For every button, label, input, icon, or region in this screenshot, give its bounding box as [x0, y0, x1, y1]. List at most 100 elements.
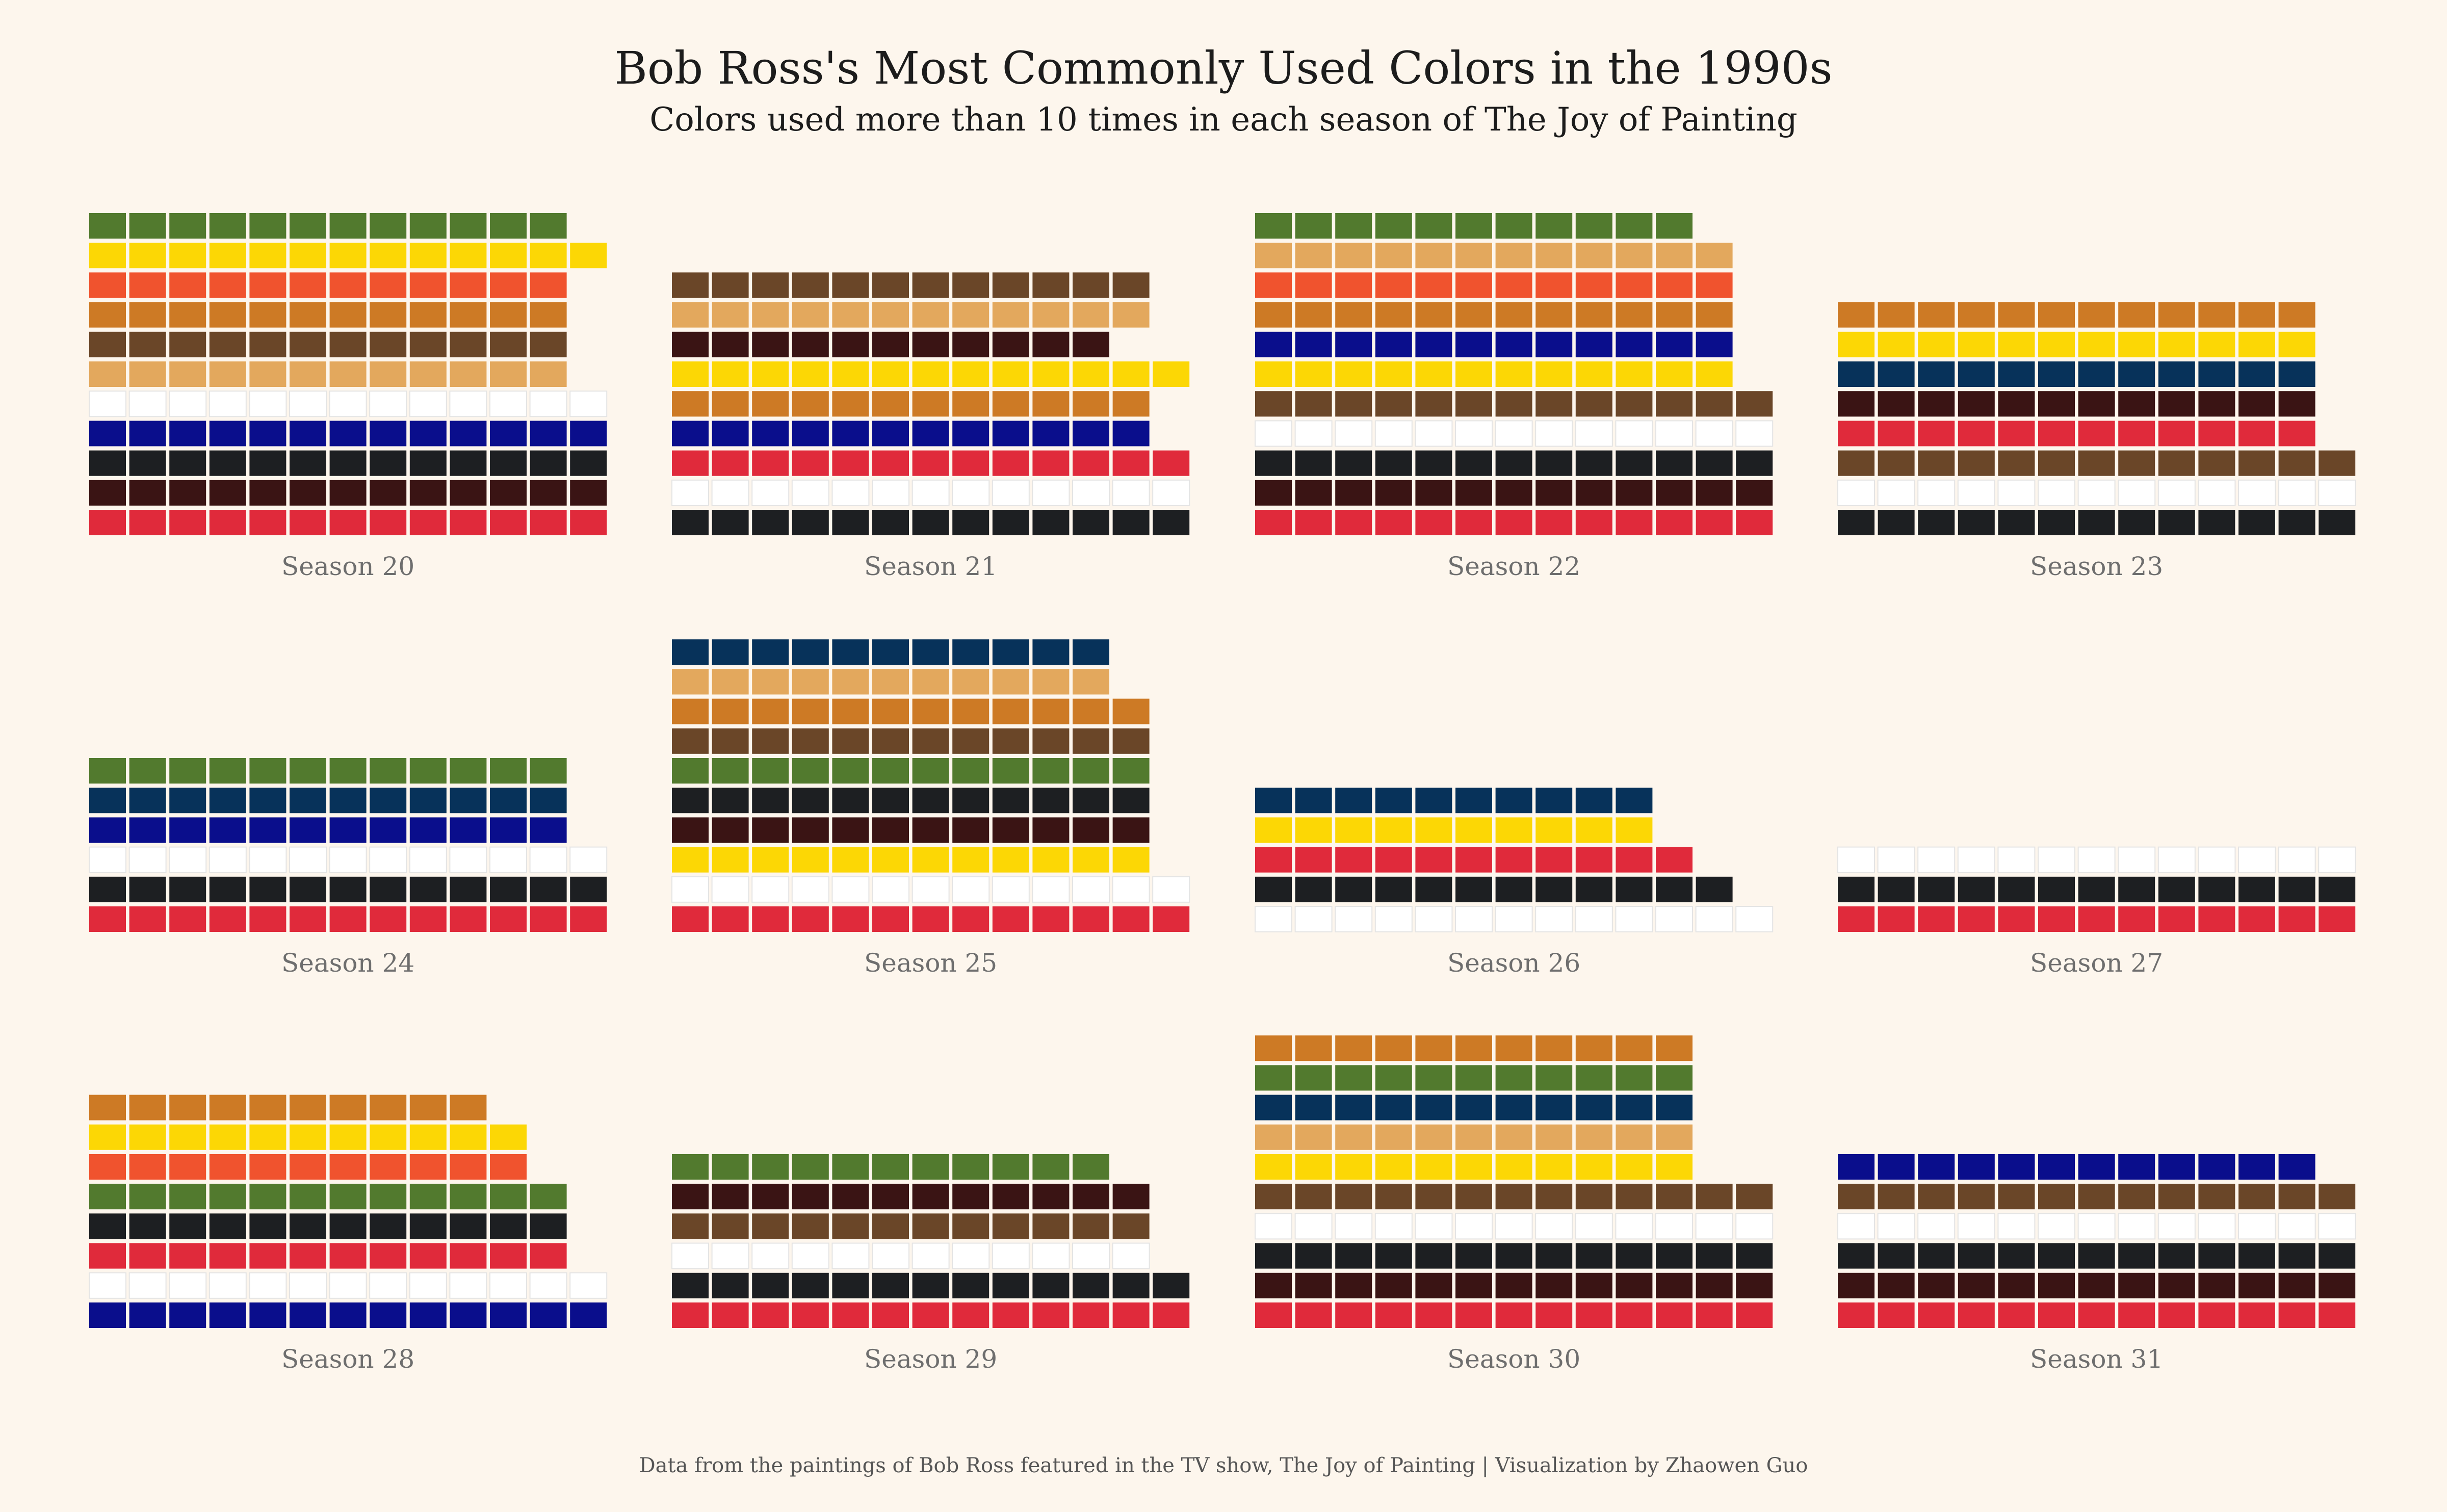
- season-panel: Season 28: [89, 1094, 608, 1374]
- waffle-tile: [1958, 302, 1995, 328]
- waffle-tile: [1153, 450, 1190, 476]
- waffle-tile: [1656, 1302, 1693, 1328]
- waffle-tile: [329, 1184, 367, 1210]
- waffle-tile: [169, 906, 206, 932]
- waffle-tile: [2038, 1272, 2075, 1298]
- waffle-tile: [249, 846, 287, 873]
- waffle-tile: [1918, 1302, 1955, 1328]
- waffle-tile: [1838, 1272, 1875, 1298]
- waffle-tile: [1295, 788, 1332, 814]
- waffle-tile: [2198, 391, 2235, 417]
- waffle-tile: [169, 1213, 206, 1239]
- waffle-tile: [2158, 510, 2195, 535]
- season-label: Season 28: [281, 1344, 414, 1374]
- waffle-tile: [792, 450, 829, 476]
- waffle-tile: [1575, 876, 1612, 902]
- waffle-tile: [1575, 788, 1612, 814]
- waffle-tile: [89, 1184, 126, 1210]
- waffle-tile: [450, 1302, 487, 1328]
- waffle-tile: [209, 1124, 246, 1150]
- waffle-tile: [711, 876, 749, 903]
- waffle-tile: [1032, 906, 1070, 932]
- season-label: Season 29: [864, 1344, 997, 1374]
- waffle-tile: [1495, 1124, 1532, 1150]
- waffle-tile: [1656, 480, 1693, 506]
- waffle-tile: [872, 421, 909, 447]
- waffle-tile: [1998, 1184, 2035, 1210]
- waffle-tile: [1255, 788, 1292, 814]
- waffle-tile: [1415, 788, 1452, 814]
- waffle-tile: [2038, 876, 2075, 902]
- waffle-tile: [712, 639, 749, 665]
- waffle-tile: [1495, 450, 1532, 476]
- waffle-tile: [1255, 906, 1292, 932]
- waffle-tile: [249, 1124, 287, 1150]
- waffle-tile: [1616, 1065, 1653, 1091]
- waffle-tile: [1656, 1035, 1693, 1061]
- waffle-tile: [712, 1302, 749, 1328]
- waffle-tile: [169, 213, 206, 239]
- waffle-tile: [1255, 1094, 1292, 1120]
- waffle-tile: [712, 1154, 749, 1180]
- waffle-tile: [1335, 1213, 1373, 1240]
- waffle-tile: [490, 272, 527, 298]
- waffle-tile: [2319, 1272, 2356, 1298]
- waffle-tile: [1335, 213, 1372, 239]
- waffle-tile: [792, 639, 829, 665]
- waffle-tile: [1877, 846, 1915, 873]
- waffle-tile: [2198, 302, 2235, 328]
- waffle-tile: [1535, 450, 1573, 476]
- waffle-tile: [1695, 420, 1733, 447]
- waffle-tile: [209, 390, 247, 418]
- waffle-tile: [872, 272, 909, 298]
- waffle-tile: [2238, 1154, 2275, 1180]
- waffle-tile: [1735, 420, 1774, 447]
- waffle-tile: [1073, 669, 1109, 695]
- waffle-tile: [370, 1184, 407, 1210]
- waffle-tile: [2158, 876, 2195, 902]
- waffle-tile: [1295, 1035, 1332, 1061]
- waffle-tile: [1295, 1154, 1332, 1180]
- waffle-tile: [249, 817, 287, 843]
- waffle-tile: [712, 758, 749, 784]
- waffle-tile: [490, 758, 527, 784]
- waffle-tile: [329, 450, 367, 476]
- waffle-tile: [1917, 1213, 1956, 1240]
- waffle-tile: [1838, 421, 1875, 447]
- waffle-tile: [2038, 1243, 2075, 1269]
- waffle-tile: [1575, 361, 1612, 387]
- waffle-tile: [952, 698, 990, 724]
- waffle-tile: [89, 361, 126, 387]
- waffle-tile: [1696, 243, 1733, 269]
- waffle-tile: [2158, 1184, 2195, 1210]
- waffle-tile: [1495, 331, 1532, 357]
- waffle-tile: [370, 788, 407, 814]
- waffle-tile: [209, 1213, 246, 1239]
- waffle-tile: [530, 510, 567, 535]
- waffle-tile: [992, 1213, 1029, 1239]
- waffle-tile: [449, 390, 487, 418]
- waffle-tile: [1335, 302, 1372, 328]
- waffle-tile: [1535, 420, 1573, 447]
- waffle-tile: [329, 788, 367, 814]
- waffle-tile: [89, 1272, 126, 1299]
- waffle-tile: [169, 510, 206, 535]
- waffle-tile: [1375, 1094, 1412, 1120]
- waffle-tile: [409, 1154, 447, 1180]
- waffle-tile: [290, 510, 326, 535]
- waffle-tile: [209, 213, 246, 239]
- waffle-tile: [209, 758, 246, 784]
- waffle-tile: [2158, 421, 2195, 447]
- waffle-tile: [1072, 1242, 1110, 1269]
- waffle-tile: [1998, 391, 2035, 417]
- waffle-tile: [409, 480, 447, 506]
- waffle-tile: [1335, 1035, 1372, 1061]
- waffle-tile: [1032, 1154, 1070, 1180]
- waffle-tile: [872, 669, 909, 695]
- waffle-tile: [1255, 1035, 1292, 1061]
- waffle-tile: [2078, 510, 2115, 535]
- waffle-tile: [169, 817, 206, 843]
- waffle-tile: [1112, 302, 1150, 328]
- waffle-tile: [1073, 1213, 1109, 1239]
- waffle-tile: [2198, 1154, 2235, 1180]
